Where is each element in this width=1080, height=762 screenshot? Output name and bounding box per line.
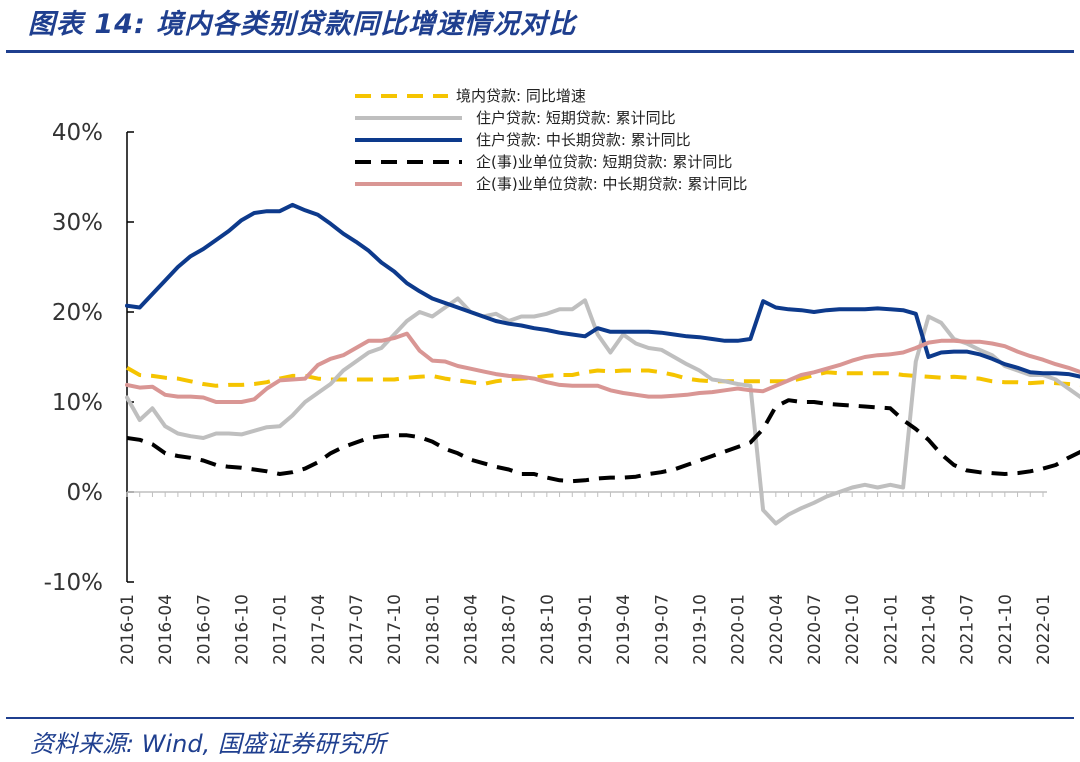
series-line-2 xyxy=(125,296,1080,526)
x-tick-label: 2020-07 xyxy=(805,594,825,665)
x-tick-label: 2020-10 xyxy=(843,594,863,665)
x-tick-label: 2016-01 xyxy=(118,594,138,665)
x-tick-label: 2020-04 xyxy=(767,594,787,665)
x-tick-label: 2018-01 xyxy=(423,594,443,665)
x-tick-label: 2021-07 xyxy=(958,594,978,665)
legend-label-3: 住户贷款: 中长期贷款: 累计同比 xyxy=(476,131,691,149)
x-tick-label: 2019-04 xyxy=(614,594,634,665)
x-tick-label: 2018-04 xyxy=(462,594,482,665)
x-tick-label: 2018-07 xyxy=(500,594,520,665)
chart-series xyxy=(125,202,1080,526)
y-tick-label: 30% xyxy=(52,210,103,236)
y-tick-label: 40% xyxy=(52,120,103,146)
x-tick-label: 2016-04 xyxy=(156,594,176,665)
series-line-5 xyxy=(125,331,1080,404)
x-tick-label: 2021-04 xyxy=(920,594,940,665)
x-tick-label: 2017-07 xyxy=(347,594,367,665)
y-tick-label: 10% xyxy=(52,390,103,416)
x-tick-label: 2016-07 xyxy=(194,594,214,665)
legend-label-1: 境内贷款: 同比增速 xyxy=(456,87,586,105)
x-tick-label: 2019-01 xyxy=(576,594,596,665)
legend-label-4: 企(事)业单位贷款: 短期贷款: 累计同比 xyxy=(476,153,732,171)
x-tick-label: 2018-10 xyxy=(538,594,558,665)
x-tick-label: 2019-10 xyxy=(691,594,711,665)
x-tick-label: 2019-07 xyxy=(652,594,672,665)
x-tick-label: 2016-10 xyxy=(233,594,253,665)
x-tick-label: 2021-10 xyxy=(996,594,1016,665)
x-tick-label: 2017-10 xyxy=(385,594,405,665)
chart-title: 图表 14: 境内各类别贷款同比增速情况对比 xyxy=(28,9,577,40)
x-tick-label: 2020-01 xyxy=(729,594,749,665)
x-tick-label: 2021-01 xyxy=(881,594,901,665)
source-note: 资料来源: Wind, 国盛证券研究所 xyxy=(30,730,386,758)
y-tick-label: -10% xyxy=(44,570,103,596)
source-rule xyxy=(6,717,1074,719)
series-line-3 xyxy=(125,202,1080,379)
x-tick-label: 2022-01 xyxy=(1034,594,1054,665)
x-tick-label: 2017-04 xyxy=(309,594,329,665)
series-line-1 xyxy=(126,366,1080,388)
title-rule xyxy=(6,50,1074,53)
chart-axes: 40% 30% 20% 10% 0% -10% 2016-01 2016-04 2016-07 2… xyxy=(44,120,1054,665)
line-chart: 40% 30% 20% 10% 0% -10% 2016-01 2016-04 2016-07 2… xyxy=(44,87,1080,665)
legend-label-5: 企(事)业单位贷款: 中长期贷款: 累计同比 xyxy=(476,175,747,193)
y-tick-label: 20% xyxy=(52,300,103,326)
x-tick-label: 2017-01 xyxy=(271,594,291,665)
series-line-4 xyxy=(126,398,1080,484)
y-tick-label: 0% xyxy=(67,480,104,506)
legend-label-2: 住户贷款: 短期贷款: 累计同比 xyxy=(476,109,676,127)
